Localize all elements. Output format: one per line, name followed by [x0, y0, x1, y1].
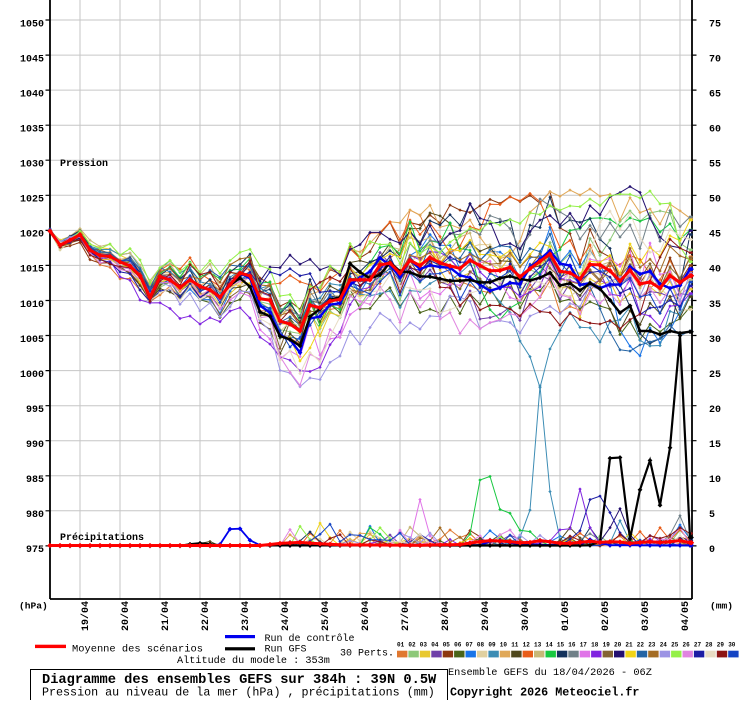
svg-text:985: 985 — [26, 475, 44, 486]
svg-text:04: 04 — [431, 641, 439, 648]
svg-text:Pression: Pression — [60, 158, 108, 170]
svg-text:Ensemble GEFS du 18/04/2026 -: Ensemble GEFS du 18/04/2026 - 06Z — [448, 667, 652, 679]
svg-text:23/04: 23/04 — [240, 601, 252, 631]
svg-text:20: 20 — [614, 641, 622, 648]
svg-text:29: 29 — [717, 641, 725, 648]
svg-text:Diagramme des ensembles GEFS s: Diagramme des ensembles GEFS sur 384h : … — [42, 673, 437, 688]
svg-text:30: 30 — [709, 335, 721, 346]
svg-text:26/04: 26/04 — [360, 601, 372, 631]
svg-text:995: 995 — [26, 405, 44, 416]
svg-text:14: 14 — [546, 641, 554, 648]
svg-text:27: 27 — [694, 641, 702, 648]
svg-text:23: 23 — [648, 641, 656, 648]
svg-text:05: 05 — [443, 641, 451, 648]
svg-text:25: 25 — [671, 641, 679, 648]
svg-text:50: 50 — [709, 195, 721, 206]
svg-text:5: 5 — [709, 510, 715, 521]
svg-text:25: 25 — [709, 370, 721, 381]
svg-text:13: 13 — [534, 641, 542, 648]
svg-text:27/04: 27/04 — [400, 601, 412, 631]
svg-text:25/04: 25/04 — [320, 601, 332, 631]
svg-text:28: 28 — [705, 641, 713, 648]
svg-text:22: 22 — [637, 641, 645, 648]
svg-text:15: 15 — [709, 440, 721, 451]
svg-text:30/04: 30/04 — [520, 601, 532, 631]
svg-text:02: 02 — [408, 641, 416, 648]
svg-text:1015: 1015 — [20, 265, 44, 276]
svg-text:30: 30 — [728, 641, 736, 648]
svg-text:0: 0 — [709, 545, 715, 556]
svg-text:1045: 1045 — [20, 54, 44, 65]
svg-text:22/04: 22/04 — [200, 601, 212, 631]
svg-text:03/05: 03/05 — [640, 601, 652, 631]
svg-text:11: 11 — [511, 641, 519, 648]
svg-text:03: 03 — [420, 641, 428, 648]
svg-text:1010: 1010 — [20, 300, 44, 311]
svg-text:09: 09 — [488, 641, 496, 648]
svg-text:01: 01 — [397, 641, 405, 648]
svg-text:19/04: 19/04 — [80, 601, 92, 631]
svg-text:Run de contrôle: Run de contrôle — [265, 633, 355, 645]
svg-text:28/04: 28/04 — [440, 601, 452, 631]
svg-text:16: 16 — [568, 641, 576, 648]
svg-text:21/04: 21/04 — [160, 601, 172, 631]
svg-text:07: 07 — [466, 641, 474, 648]
svg-text:980: 980 — [26, 510, 44, 521]
svg-text:Run GFS: Run GFS — [265, 645, 307, 656]
svg-text:Copyright 2026 Meteociel.fr: Copyright 2026 Meteociel.fr — [450, 686, 639, 700]
svg-text:06: 06 — [454, 641, 462, 648]
svg-text:18: 18 — [591, 641, 599, 648]
svg-text:1025: 1025 — [20, 195, 44, 206]
svg-text:10: 10 — [709, 475, 721, 486]
svg-text:30 Perts.: 30 Perts. — [340, 649, 394, 660]
svg-text:24/04: 24/04 — [280, 601, 292, 631]
svg-text:45: 45 — [709, 230, 721, 241]
svg-text:26: 26 — [683, 641, 691, 648]
svg-text:10: 10 — [500, 641, 508, 648]
svg-text:17: 17 — [580, 641, 588, 648]
svg-text:(mm): (mm) — [710, 601, 733, 612]
svg-text:65: 65 — [709, 89, 721, 100]
svg-text:Moyenne des scénarios: Moyenne des scénarios — [72, 643, 203, 655]
svg-text:70: 70 — [709, 54, 721, 65]
svg-text:1000: 1000 — [20, 370, 44, 381]
svg-text:08: 08 — [477, 641, 485, 648]
svg-text:12: 12 — [523, 641, 531, 648]
svg-text:1020: 1020 — [20, 230, 44, 241]
svg-text:40: 40 — [709, 265, 721, 276]
svg-text:55: 55 — [709, 160, 721, 171]
svg-text:1005: 1005 — [20, 335, 44, 346]
svg-text:20/04: 20/04 — [120, 601, 132, 631]
svg-text:Pression au niveau de la mer (: Pression au niveau de la mer (hPa) , pré… — [42, 686, 435, 700]
svg-text:60: 60 — [709, 125, 721, 136]
svg-text:975: 975 — [26, 545, 44, 556]
svg-text:19: 19 — [603, 641, 611, 648]
svg-text:35: 35 — [709, 300, 721, 311]
svg-text:02/05: 02/05 — [600, 601, 612, 631]
svg-text:04/05: 04/05 — [680, 601, 692, 631]
svg-text:20: 20 — [709, 405, 721, 416]
svg-text:990: 990 — [26, 440, 44, 451]
svg-text:(hPa): (hPa) — [19, 601, 48, 612]
svg-text:1035: 1035 — [20, 125, 44, 136]
svg-text:1050: 1050 — [20, 19, 44, 30]
svg-text:21: 21 — [625, 641, 633, 648]
svg-text:29/04: 29/04 — [480, 601, 492, 631]
svg-text:Précipitations: Précipitations — [60, 532, 144, 544]
svg-text:24: 24 — [660, 641, 668, 648]
svg-text:1040: 1040 — [20, 89, 44, 100]
svg-text:75: 75 — [709, 19, 721, 30]
svg-text:1030: 1030 — [20, 160, 44, 171]
svg-text:Altitude du modele : 353m: Altitude du modele : 353m — [177, 655, 330, 667]
svg-text:01/05: 01/05 — [560, 601, 572, 631]
svg-text:15: 15 — [557, 641, 565, 648]
